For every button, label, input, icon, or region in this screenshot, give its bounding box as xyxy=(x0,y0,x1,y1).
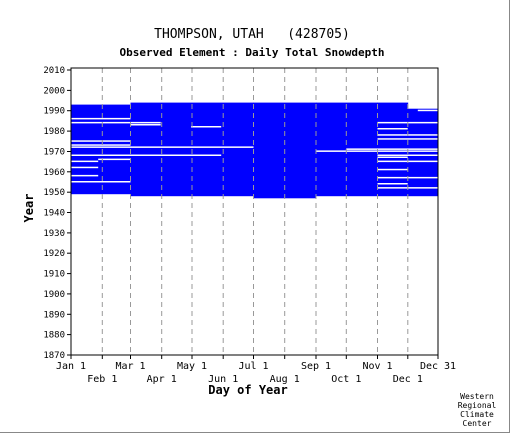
missing-record-9 xyxy=(71,166,99,169)
y-tick-label-3: 1980 xyxy=(43,127,65,137)
y-tick-label-1: 2000 xyxy=(43,86,65,96)
x-tick-label-lower-4: Oct 1 xyxy=(331,374,361,385)
y-tick-label-8: 1930 xyxy=(43,229,65,239)
x-tick-label-upper-2: May 1 xyxy=(177,361,207,372)
y-tick-label-10: 1910 xyxy=(43,270,65,280)
missing-record-12 xyxy=(191,126,222,128)
missing-record-7 xyxy=(98,158,131,161)
missing-record-2 xyxy=(130,124,161,126)
missing-record-11 xyxy=(71,181,131,183)
missing-record-0 xyxy=(71,117,131,120)
x-tick-label-lower-0: Feb 1 xyxy=(87,374,117,385)
y-tick-label-14: 1870 xyxy=(43,351,65,361)
credit-line-4: Center xyxy=(463,419,492,428)
missing-record-23 xyxy=(377,168,408,171)
x-axis-ticks: Jan 1 Mar 1 May 1 Jul 1 Sep 1 Nov 1 Dec 31 Feb … xyxy=(56,355,456,385)
y-tick-label-0: 2010 xyxy=(43,66,65,76)
x-tick-label-lower-5: Dec 1 xyxy=(393,374,423,385)
x-tick-label-upper-5: Nov 1 xyxy=(362,361,392,372)
chart-subtitle: Observed Element : Daily Total Snowdepth xyxy=(120,46,385,59)
y-tick-label-11: 1900 xyxy=(43,290,65,300)
missing-record-5 xyxy=(71,146,254,148)
x-tick-label-upper-0: Jan 1 xyxy=(56,361,86,372)
missing-record-8 xyxy=(71,160,99,163)
missing-record-20 xyxy=(377,154,438,156)
y-tick-label-13: 1880 xyxy=(43,331,65,341)
missing-record-27 xyxy=(417,109,438,112)
y-tick-label-12: 1890 xyxy=(43,310,65,320)
x-tick-label-lower-3: Aug 1 xyxy=(270,374,300,385)
credit-line-2: Regional xyxy=(458,401,497,410)
credit-line-1: Western xyxy=(460,392,494,401)
wrcc-credit: Western Regional Climate Center xyxy=(458,392,497,428)
missing-record-18 xyxy=(346,148,439,150)
grid-lines xyxy=(101,68,409,355)
missing-record-1 xyxy=(71,121,161,124)
x-tick-label-lower-1: Apr 1 xyxy=(147,374,177,385)
credit-line-3: Climate xyxy=(460,410,494,419)
x-tick-label-upper-1: Mar 1 xyxy=(115,361,145,372)
missing-record-15 xyxy=(377,128,408,130)
y-tick-label-4: 1970 xyxy=(43,148,65,158)
y-axis-ticks: 2010 2000 1990 1980 1970 1960 1950 1940 1930 1920… xyxy=(43,66,71,361)
missing-record-3 xyxy=(71,140,131,142)
record-block-5 xyxy=(407,108,439,197)
chart-title: THOMPSON, UTAH (428705) xyxy=(154,27,350,42)
missing-record-10 xyxy=(71,174,99,177)
missing-record-25 xyxy=(377,183,408,185)
x-axis-label: Day of Year xyxy=(208,383,287,397)
y-tick-label-5: 1960 xyxy=(43,168,65,178)
y-tick-label-9: 1920 xyxy=(43,249,65,259)
x-tick-label-upper-3: Jul 1 xyxy=(238,361,268,372)
missing-record-21 xyxy=(377,156,408,158)
x-tick-label-lower-2: Jun 1 xyxy=(208,374,238,385)
missing-record-19 xyxy=(346,150,439,152)
missing-record-6 xyxy=(71,154,222,156)
missing-record-4 xyxy=(71,144,131,146)
missing-record-13 xyxy=(316,150,347,152)
x-tick-label-upper-6: Dec 31 xyxy=(420,361,456,372)
plot-area-border xyxy=(70,67,439,356)
x-tick-label-upper-4: Sep 1 xyxy=(301,361,331,372)
y-axis-label: Year xyxy=(22,194,36,223)
y-tick-label-7: 1940 xyxy=(43,209,65,219)
missing-record-17 xyxy=(377,138,438,140)
y-tick-label-6: 1950 xyxy=(43,188,65,198)
record-block-0 xyxy=(71,104,131,195)
y-tick-label-2: 1990 xyxy=(43,107,65,117)
